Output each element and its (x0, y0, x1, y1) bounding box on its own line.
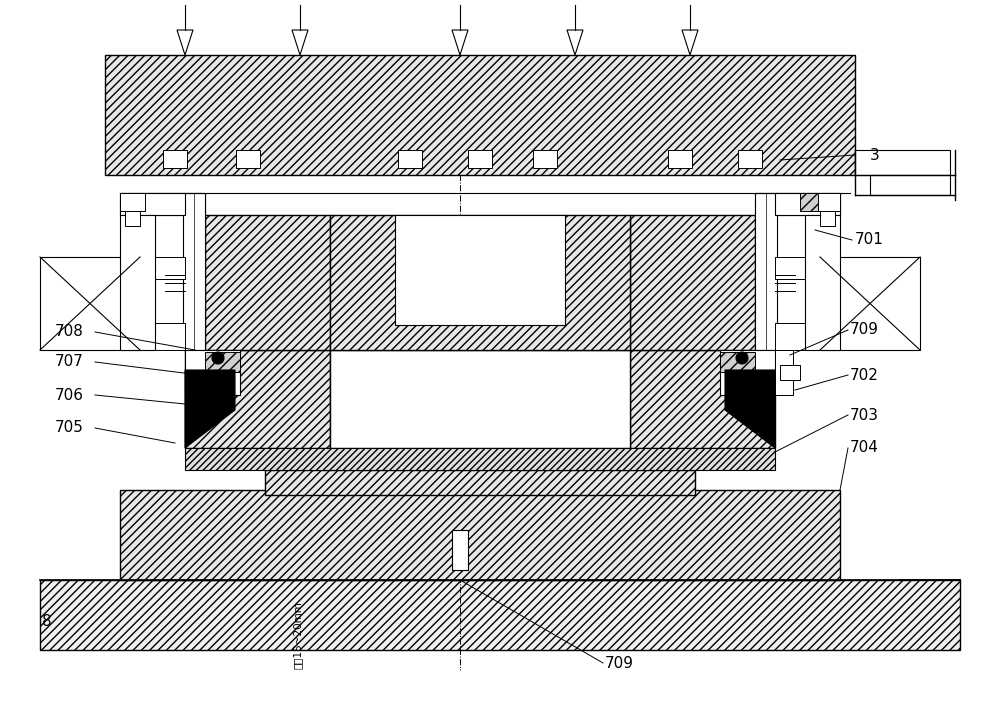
Bar (120, 490, 840, 580)
Bar (120, 193, 185, 215)
Polygon shape (567, 30, 583, 55)
Text: 707: 707 (55, 354, 84, 369)
Bar (870, 175, 950, 195)
Bar (185, 350, 240, 395)
Bar (775, 193, 840, 215)
Bar (668, 150, 692, 168)
Text: 709: 709 (850, 322, 879, 337)
Bar (630, 350, 775, 448)
Bar (780, 365, 800, 380)
Bar (163, 150, 187, 168)
Text: 702: 702 (850, 368, 879, 383)
Bar (205, 352, 240, 372)
Polygon shape (185, 370, 235, 448)
Text: 709: 709 (605, 655, 634, 670)
Bar (755, 193, 840, 215)
Polygon shape (725, 370, 775, 448)
Bar (738, 150, 762, 168)
Circle shape (212, 352, 224, 364)
Text: 706: 706 (55, 388, 84, 403)
Bar (452, 530, 468, 570)
Bar (105, 55, 855, 175)
Bar (398, 150, 422, 168)
Bar (855, 150, 950, 175)
Polygon shape (452, 30, 468, 55)
Circle shape (211, 383, 225, 397)
Circle shape (735, 383, 749, 397)
Circle shape (736, 352, 748, 364)
Bar (183, 193, 205, 350)
Bar (775, 257, 820, 279)
Text: 705: 705 (55, 420, 84, 435)
Text: 703: 703 (850, 408, 879, 422)
Bar (533, 150, 557, 168)
Bar (468, 150, 492, 168)
Bar (630, 215, 755, 350)
Polygon shape (292, 30, 308, 55)
Bar (40, 257, 140, 350)
Bar (140, 257, 185, 279)
Bar (236, 150, 260, 168)
Text: 3: 3 (870, 148, 880, 163)
Bar (775, 350, 793, 395)
Bar (820, 257, 920, 350)
Bar (120, 193, 205, 215)
Bar (800, 193, 818, 211)
Bar (805, 215, 840, 350)
Bar (330, 350, 630, 448)
Polygon shape (177, 30, 193, 55)
Text: 油膜15~20mm: 油膜15~20mm (293, 601, 303, 669)
Bar (185, 350, 330, 448)
Bar (820, 211, 835, 226)
Bar (120, 193, 145, 211)
Bar (720, 350, 775, 395)
Bar (125, 211, 140, 226)
Text: 704: 704 (850, 440, 879, 456)
Polygon shape (682, 30, 698, 55)
Text: 701: 701 (855, 232, 884, 248)
Bar (185, 448, 775, 470)
Bar (120, 215, 155, 350)
Bar (720, 352, 755, 372)
Bar (755, 193, 777, 350)
Text: 8: 8 (42, 614, 52, 630)
Bar (330, 215, 630, 350)
Bar (140, 323, 185, 350)
Text: 708: 708 (55, 324, 84, 339)
Bar (205, 215, 330, 350)
Polygon shape (40, 580, 960, 650)
Bar (265, 470, 695, 495)
Bar (775, 323, 820, 350)
Bar (395, 215, 565, 325)
Bar (815, 193, 840, 211)
